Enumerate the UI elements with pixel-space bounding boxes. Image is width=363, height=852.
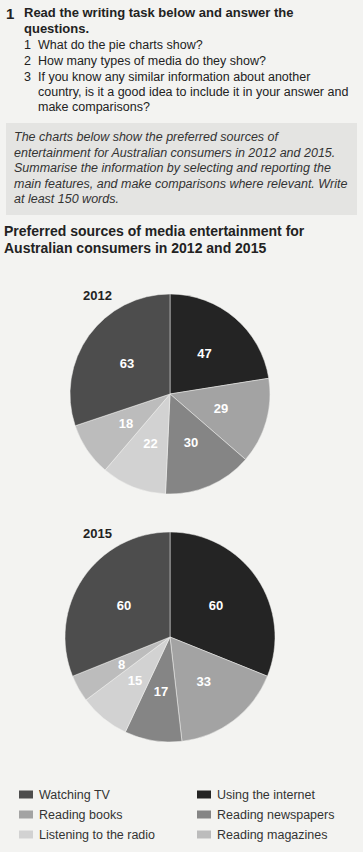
- svg-text:60: 60: [209, 598, 223, 613]
- html-text:Preferred sources of media ent: Preferred sources of media entertainment…: [4, 222, 305, 256]
- svg-text:15: 15: [128, 673, 142, 688]
- svg-text:33: 33: [196, 674, 210, 689]
- svg-text:2015: 2015: [83, 526, 112, 541]
- svg-text:60: 60: [117, 598, 131, 613]
- html-text:Read the writing task below an: Read the writing task below and answer t…: [24, 5, 294, 36]
- svg-text:Reading magazines: Reading magazines: [217, 828, 328, 842]
- svg-text:17: 17: [154, 684, 168, 699]
- svg-text:47: 47: [197, 346, 211, 361]
- html-text:3: 3: [24, 70, 31, 84]
- html-text:If you know any similar inform: If you know any similar information abou…: [38, 70, 349, 114]
- html-text:2: 2: [24, 54, 31, 68]
- svg-text:29: 29: [214, 401, 228, 416]
- svg-text:Using the internet: Using the internet: [217, 788, 316, 802]
- svg-text:22: 22: [143, 436, 157, 451]
- html-text:1: 1: [24, 38, 31, 52]
- svg-text:Watching TV: Watching TV: [39, 788, 111, 802]
- svg-text:18: 18: [119, 416, 133, 431]
- svg-text:2012: 2012: [83, 288, 112, 303]
- svg-text:30: 30: [184, 435, 198, 450]
- svg-text:Reading books: Reading books: [39, 808, 122, 822]
- html-text:1: 1: [6, 5, 15, 22]
- svg-text:Listening to the radio: Listening to the radio: [39, 828, 155, 842]
- html-text:How many types of media do the: How many types of media do they show?: [38, 54, 266, 68]
- html-text:The charts below show the pref: The charts below show the preferred sour…: [14, 130, 348, 206]
- svg-text:Reading newspapers: Reading newspapers: [217, 808, 334, 822]
- svg-text:8: 8: [118, 657, 125, 672]
- svg-text:63: 63: [120, 356, 134, 371]
- html-text:What do the pie charts show?: What do the pie charts show?: [38, 38, 203, 52]
